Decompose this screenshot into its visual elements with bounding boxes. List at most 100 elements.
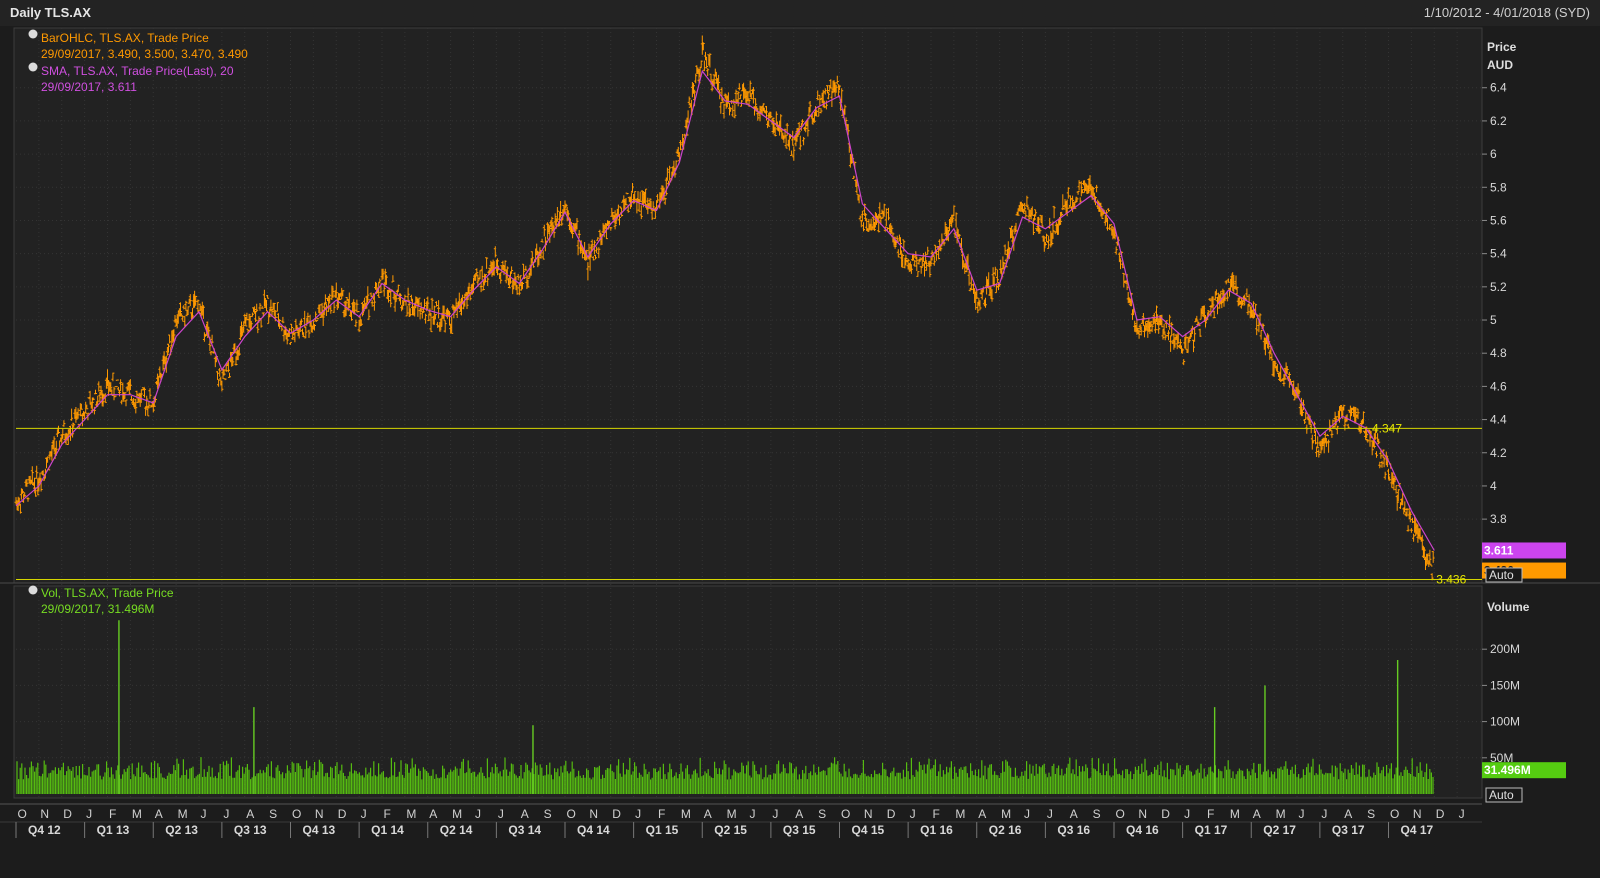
price-tick-label: 5.8	[1490, 180, 1507, 194]
volume-last-label: 31.496M	[1484, 763, 1531, 777]
price-tick-label: 4	[1490, 479, 1497, 493]
month-tick-label: J	[1184, 807, 1190, 821]
volume-auto-label[interactable]: Auto	[1489, 788, 1514, 802]
reference-line-label: 4.347	[1372, 421, 1402, 435]
price-tick-label: 6.2	[1490, 114, 1507, 128]
month-tick-label: F	[658, 807, 665, 821]
ohlc-bars	[14, 35, 1435, 581]
month-tick-label: J	[910, 807, 916, 821]
price-tick-label: 4.4	[1490, 413, 1507, 427]
quarter-tick-label: Q1 14	[371, 823, 404, 837]
month-tick-label: D	[1161, 807, 1170, 821]
price-tick-label: 3.8	[1490, 512, 1507, 526]
month-tick-label: M	[955, 807, 965, 821]
quarter-tick-label: Q3 15	[783, 823, 816, 837]
month-tick-label: M	[727, 807, 737, 821]
quarter-tick-label: Q4 16	[1126, 823, 1159, 837]
price-tick-label: 4.6	[1490, 379, 1507, 393]
month-tick-label: A	[155, 807, 163, 821]
price-auto-box[interactable]	[1485, 567, 1523, 583]
month-tick-label: A	[704, 807, 712, 821]
month-tick-label: O	[17, 807, 26, 821]
chart-title: Daily TLS.AX	[10, 5, 91, 20]
globe-icon[interactable]	[28, 585, 38, 595]
month-tick-label: S	[544, 807, 552, 821]
quarter-tick-label: Q1 15	[646, 823, 679, 837]
month-tick-label: O	[1390, 807, 1399, 821]
reference-line-label: 3.436	[1436, 573, 1466, 587]
month-tick-label: S	[269, 807, 277, 821]
volume-last-tag	[1482, 762, 1566, 779]
volume-auto-box[interactable]	[1485, 787, 1523, 803]
month-tick-label: S	[1093, 807, 1101, 821]
price-tick-label: 5.6	[1490, 213, 1507, 227]
month-tick-label: J	[86, 807, 92, 821]
month-tick-label: J	[223, 807, 229, 821]
month-tick-label: J	[772, 807, 778, 821]
volume-tick-label: 200M	[1490, 642, 1520, 656]
month-tick-label: A	[1253, 807, 1261, 821]
month-tick-label: D	[887, 807, 896, 821]
legend-volume-value: 29/09/2017, 31.496M	[41, 602, 154, 616]
last-value-tag	[1482, 542, 1566, 559]
month-tick-label: N	[40, 807, 49, 821]
month-tick-label: M	[178, 807, 188, 821]
legend-sma-title: SMA, TLS.AX, Trade Price(Last), 20	[41, 64, 234, 78]
price-auto-label[interactable]: Auto	[1489, 568, 1514, 582]
quarter-tick-label: Q3 14	[508, 823, 541, 837]
volume-tick-label: 150M	[1490, 678, 1520, 692]
quarter-tick-label: Q2 14	[440, 823, 473, 837]
last-value-label: 3.611	[1484, 543, 1514, 557]
quarter-tick-label: Q4 17	[1401, 823, 1434, 837]
price-tick-label: 6	[1490, 147, 1497, 161]
quarter-tick-label: Q1 13	[97, 823, 130, 837]
month-tick-label: N	[1413, 807, 1422, 821]
quarter-tick-label: Q3 16	[1057, 823, 1090, 837]
quarter-tick-label: Q4 13	[303, 823, 336, 837]
date-range[interactable]: 1/10/2012 - 4/01/2018 (SYD)	[1423, 5, 1590, 20]
price-tick-label: 5	[1490, 313, 1497, 327]
quarter-tick-label: Q4 14	[577, 823, 610, 837]
month-tick-label: N	[315, 807, 324, 821]
quarter-tick-label: Q3 17	[1332, 823, 1365, 837]
chart-canvas[interactable]: 6.4 6.2 6 5.8 5.6 5.4 5.2 5 4.8 4.6 4.4 4.2 4 3.8 200M…	[0, 26, 1600, 878]
month-tick-label: D	[612, 807, 621, 821]
month-tick-label: N	[864, 807, 873, 821]
month-tick-label: N	[1138, 807, 1147, 821]
quarter-tick-label: Q2 16	[989, 823, 1022, 837]
month-tick-label: S	[818, 807, 826, 821]
month-tick-label: A	[1344, 807, 1352, 821]
title-bar: Daily TLS.AX 1/10/2012 - 4/01/2018 (SYD)	[0, 0, 1600, 27]
month-tick-label: M	[1276, 807, 1286, 821]
month-tick-label: F	[1207, 807, 1214, 821]
month-tick-label: J	[1024, 807, 1030, 821]
month-tick-label: S	[1367, 807, 1375, 821]
month-tick-label: A	[246, 807, 254, 821]
globe-icon[interactable]	[28, 29, 38, 39]
price-panel[interactable]	[13, 27, 1483, 584]
month-tick-label: O	[566, 807, 575, 821]
month-tick-label: O	[1115, 807, 1124, 821]
month-tick-label: M	[452, 807, 462, 821]
month-tick-label: M	[1001, 807, 1011, 821]
quarter-tick-label: Q3 13	[234, 823, 267, 837]
volume-legend: Vol, TLS.AX, Trade Price 29/09/2017, 31.…	[28, 585, 174, 616]
month-tick-label: N	[589, 807, 598, 821]
quarter-tick-label: Q1 16	[920, 823, 953, 837]
month-tick-label: A	[978, 807, 986, 821]
quarter-tick-label: Q2 13	[165, 823, 198, 837]
month-tick-label: J	[1298, 807, 1304, 821]
month-tick-label: J	[200, 807, 206, 821]
globe-icon[interactable]	[28, 62, 38, 72]
month-tick-label: O	[292, 807, 301, 821]
month-tick-label: J	[635, 807, 641, 821]
price-legend: BarOHLC, TLS.AX, Trade Price 29/09/2017,…	[28, 29, 248, 94]
quarter-tick-label: Q2 17	[1263, 823, 1296, 837]
month-tick-label: M	[132, 807, 142, 821]
month-tick-label: A	[1070, 807, 1078, 821]
month-tick-label: F	[932, 807, 939, 821]
price-tick-label: 4.8	[1490, 346, 1507, 360]
month-tick-label: J	[1459, 807, 1465, 821]
month-tick-label: A	[521, 807, 529, 821]
